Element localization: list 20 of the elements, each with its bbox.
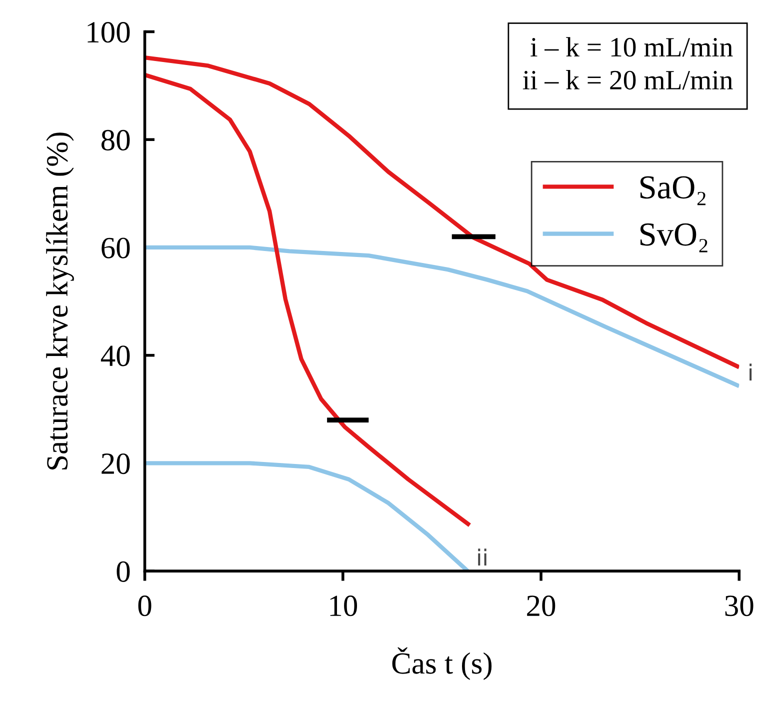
x-tick-label: 20 [527,596,556,616]
y-tick-label: 80 [102,130,130,150]
legend-label: SaO₂ [640,176,706,206]
legend-label: SvO₂ [640,223,708,252]
y-tick-label: 20 [102,453,130,474]
line-series [144,72,472,528]
y-tick-label: 60 [102,238,130,258]
x-tick-label: 10 [330,596,358,616]
y-tick-label: 100 [88,22,130,43]
annotation: i [750,364,752,381]
line-series [144,56,740,370]
x-tick-label: 30 [725,596,754,616]
annotation: ii [478,548,486,566]
y-tick-label: 0 [116,561,130,582]
y-tick-label: 40 [100,346,130,366]
x-axis-title: Čas t (s) [392,647,492,680]
annotation: i – k = 10 mL/min ii – k = 20 mL/min [522,37,733,90]
line-series [144,461,470,572]
y-axis-title: Saturace krve kyslíkem (%) [46,132,74,470]
x-tick-label: 0 [138,596,152,616]
